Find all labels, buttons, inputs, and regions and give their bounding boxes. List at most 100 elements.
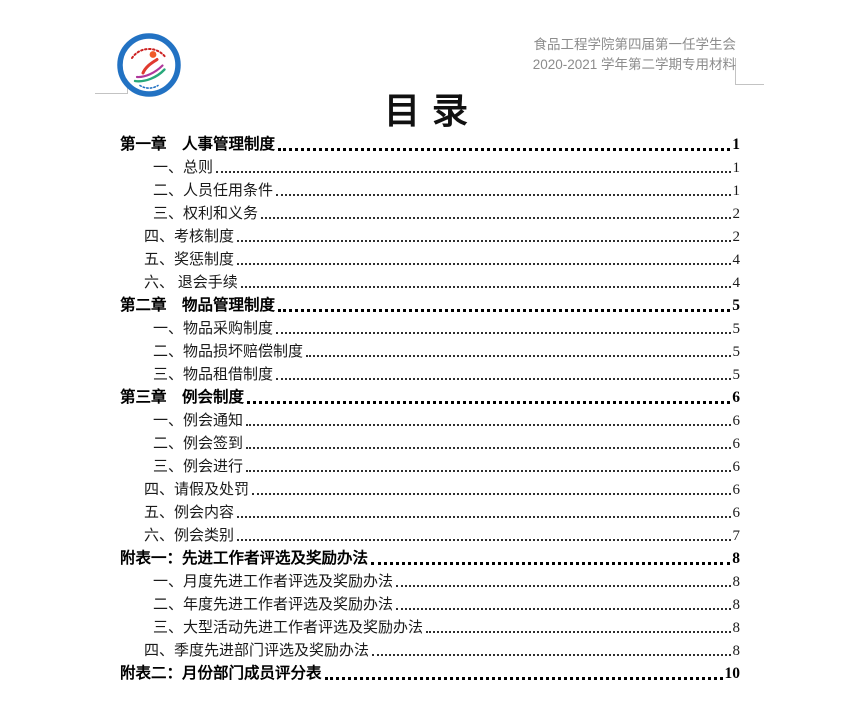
toc-row[interactable]: 一、物品采购制度 5: [120, 316, 740, 339]
toc-page-number[interactable]: 5: [732, 321, 741, 337]
toc-row[interactable]: 三、物品租借制度 5: [120, 362, 740, 385]
toc-row[interactable]: 第二章 物品管理制度 5: [120, 293, 740, 316]
toc-row[interactable]: 四、季度先进部门评选及奖励办法 8: [120, 638, 740, 661]
toc-row[interactable]: 二、人员任用条件 1: [120, 178, 740, 201]
toc-page-number[interactable]: 6: [732, 505, 741, 521]
college-emblem-icon: [117, 33, 181, 97]
toc-dot-leader: [324, 677, 723, 680]
toc-page-number[interactable]: 1: [732, 160, 741, 176]
toc-label[interactable]: 第二章 物品管理制度: [120, 297, 276, 314]
toc-label[interactable]: 第一章 人事管理制度: [120, 136, 276, 153]
toc-row[interactable]: 附表一：先进工作者评选及奖励办法 8: [120, 546, 740, 569]
toc-label[interactable]: 三、大型活动先进工作者评选及奖励办法: [153, 620, 424, 636]
toc-dot-leader: [237, 240, 731, 242]
toc-dot-leader: [261, 217, 731, 219]
toc-dot-leader: [306, 355, 731, 357]
toc-label[interactable]: 四、考核制度: [144, 229, 235, 245]
toc-label[interactable]: 五、奖惩制度: [144, 252, 235, 268]
toc-row[interactable]: 三、权利和义务 2: [120, 201, 740, 224]
toc-label[interactable]: 二、年度先进工作者评选及奖励办法: [153, 597, 394, 613]
toc-row[interactable]: 第一章 人事管理制度 1: [120, 132, 740, 155]
toc-page-number[interactable]: 8: [732, 597, 741, 613]
toc-row[interactable]: 六、 退会手续 4: [120, 270, 740, 293]
toc-dot-leader: [276, 194, 731, 196]
toc-label[interactable]: 一、例会通知: [153, 413, 244, 429]
toc-label[interactable]: 一、总则: [153, 160, 214, 176]
toc-page-number[interactable]: 6: [732, 459, 741, 475]
toc-row[interactable]: 四、请假及处罚 6: [120, 477, 740, 500]
toc-page-number[interactable]: 2: [732, 229, 741, 245]
toc-row[interactable]: 二、物品损坏赔偿制度 5: [120, 339, 740, 362]
toc-page-number[interactable]: 6: [732, 436, 741, 452]
toc-label[interactable]: 一、物品采购制度: [153, 321, 274, 337]
toc-dot-leader: [396, 608, 731, 610]
toc-row[interactable]: 四、考核制度 2: [120, 224, 740, 247]
toc-dot-leader: [278, 148, 731, 151]
toc-page-number[interactable]: 4: [732, 275, 741, 291]
toc-dot-leader: [276, 378, 731, 380]
toc-page-number[interactable]: 8: [732, 620, 741, 636]
toc-label[interactable]: 三、物品租借制度: [153, 367, 274, 383]
toc-dot-leader: [372, 654, 731, 656]
toc-dot-leader: [240, 286, 731, 288]
toc-label[interactable]: 附表二：月份部门成员评分表: [120, 665, 322, 682]
toc-row[interactable]: 一、总则 1: [120, 155, 740, 178]
toc-page-number[interactable]: 5: [732, 344, 741, 360]
toc-label[interactable]: 三、例会进行: [153, 459, 244, 475]
toc-row[interactable]: 二、例会签到 6: [120, 431, 740, 454]
toc-row[interactable]: 三、大型活动先进工作者评选及奖励办法 8: [120, 615, 740, 638]
toc-page-number[interactable]: 6: [732, 389, 740, 406]
toc-page-number[interactable]: 8: [732, 574, 741, 590]
toc-dot-leader: [426, 631, 731, 633]
header-line-2: 2020-2021 学年第二学期专用材料: [532, 57, 736, 72]
toc-page-number[interactable]: 10: [724, 665, 741, 682]
toc-page-number[interactable]: 8: [732, 643, 741, 659]
header-corner-mark-right: [735, 58, 764, 85]
toc-label[interactable]: 三、权利和义务: [153, 206, 259, 222]
toc-dot-leader: [276, 332, 731, 334]
toc-label[interactable]: 一、月度先进工作者评选及奖励办法: [153, 574, 394, 590]
toc-label[interactable]: 四、季度先进部门评选及奖励办法: [144, 643, 370, 659]
toc-row[interactable]: 二、年度先进工作者评选及奖励办法 8: [120, 592, 740, 615]
toc-dot-leader: [237, 263, 731, 265]
toc-row[interactable]: 六、例会类别 7: [120, 523, 740, 546]
toc-label[interactable]: 二、例会签到: [153, 436, 244, 452]
toc-page-number[interactable]: 5: [732, 367, 741, 383]
toc-page-number[interactable]: 4: [732, 252, 741, 268]
toc-dot-leader: [396, 585, 731, 587]
toc-label[interactable]: 六、 退会手续: [144, 275, 238, 291]
toc-page-number[interactable]: 1: [732, 136, 740, 153]
toc-label[interactable]: 二、物品损坏赔偿制度: [153, 344, 304, 360]
toc-page-number[interactable]: 5: [732, 297, 740, 314]
toc-row[interactable]: 三、例会进行 6: [120, 454, 740, 477]
toc-label[interactable]: 二、人员任用条件: [153, 183, 274, 199]
header-line-1: 食品工程学院第四届第一任学生会: [533, 37, 737, 52]
toc-dot-leader: [247, 401, 731, 404]
toc-label[interactable]: 第三章 例会制度: [120, 389, 245, 406]
toc-page-number[interactable]: 8: [732, 550, 740, 567]
toc-page-number[interactable]: 6: [732, 482, 741, 498]
toc-label[interactable]: 四、请假及处罚: [144, 482, 250, 498]
toc-page-number[interactable]: 6: [732, 413, 741, 429]
toc-label[interactable]: 附表一：先进工作者评选及奖励办法: [120, 550, 369, 567]
toc-page-number[interactable]: 1: [732, 183, 741, 199]
toc-page-number[interactable]: 7: [732, 528, 741, 544]
toc-dot-leader: [278, 309, 731, 312]
toc-dot-leader: [371, 562, 731, 565]
toc-row[interactable]: 第三章 例会制度 6: [120, 385, 740, 408]
toc-label[interactable]: 五、例会内容: [144, 505, 235, 521]
toc-row[interactable]: 一、月度先进工作者评选及奖励办法 8: [120, 569, 740, 592]
toc-row[interactable]: 一、例会通知 6: [120, 408, 740, 431]
toc-dot-leader: [246, 424, 731, 426]
toc-page-number[interactable]: 2: [732, 206, 741, 222]
toc-dot-leader: [237, 539, 731, 541]
toc-row[interactable]: 五、奖惩制度 4: [120, 247, 740, 270]
toc-label[interactable]: 六、例会类别: [144, 528, 235, 544]
toc-row[interactable]: 附表二：月份部门成员评分表 10: [120, 661, 740, 684]
toc-dot-leader: [246, 470, 731, 472]
toc-row[interactable]: 五、例会内容 6: [120, 500, 740, 523]
toc-dot-leader: [237, 516, 731, 518]
toc-dot-leader: [246, 447, 731, 449]
document-header: 食品工程学院第四届第一任学生会 2020-2021 学年第二学期专用材料: [533, 35, 736, 75]
toc: 第一章 人事管理制度 1 一、总则 1 二、人员任用条件 1 三、权利和义务 2…: [120, 132, 740, 684]
